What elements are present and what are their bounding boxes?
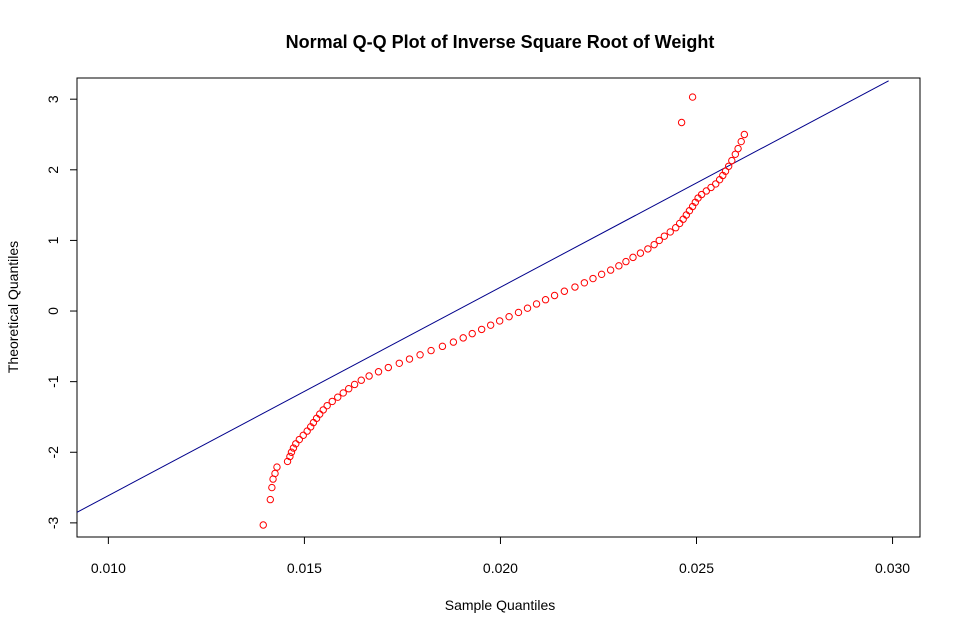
data-point [286, 452, 294, 461]
data-point [606, 266, 615, 274]
points-layer [259, 93, 749, 529]
data-point [532, 300, 541, 308]
data-point [316, 410, 324, 418]
y-tick-label: 2 [45, 166, 61, 174]
data-point [495, 317, 504, 325]
data-point [660, 232, 669, 240]
data-point [682, 211, 691, 219]
data-point [438, 342, 447, 351]
data-point [459, 334, 467, 342]
y-tick-label: -2 [45, 446, 61, 459]
data-point [427, 346, 435, 355]
data-point [405, 355, 414, 363]
data-point [319, 406, 327, 414]
data-point [550, 291, 559, 300]
data-point [273, 463, 281, 471]
data-point [737, 137, 745, 146]
x-axis-label: Sample Quantiles [445, 597, 556, 613]
data-point [672, 224, 680, 232]
data-point [688, 93, 697, 101]
data-point [644, 245, 652, 253]
data-point [295, 435, 304, 444]
reference-line [77, 80, 889, 513]
data-point [323, 401, 331, 410]
data-point [374, 368, 383, 376]
data-point [328, 397, 336, 406]
data-point [571, 283, 579, 291]
data-point [589, 274, 597, 283]
data-point [416, 351, 424, 359]
data-point [505, 312, 513, 321]
data-point [259, 521, 267, 529]
data-point [655, 236, 663, 245]
x-tick-label: 0.015 [287, 560, 322, 576]
x-tick-label: 0.020 [483, 560, 518, 576]
data-point [449, 338, 458, 346]
data-point [477, 325, 486, 334]
x-tick-label: 0.030 [875, 560, 910, 576]
data-point [334, 393, 342, 401]
data-point [636, 249, 645, 257]
data-point [287, 448, 296, 456]
y-axis-label: Theoretical Quantiles [5, 241, 21, 373]
data-point [271, 469, 279, 478]
data-point [697, 190, 706, 199]
data-point [523, 304, 532, 312]
data-point [712, 180, 720, 188]
data-point [365, 372, 373, 380]
y-tick-label: -1 [45, 375, 61, 388]
data-point [650, 240, 658, 249]
x-axis: 0.010 0.015 0.020 0.025 0.030 [91, 536, 910, 576]
data-point [666, 228, 674, 236]
data-point [615, 262, 623, 270]
y-tick-label: 3 [45, 95, 61, 103]
data-point [514, 308, 523, 317]
data-point [677, 118, 686, 127]
data-point [541, 296, 550, 304]
data-point [339, 389, 347, 397]
data-point [685, 207, 694, 215]
x-tick-label: 0.025 [679, 560, 714, 576]
data-point [350, 380, 359, 389]
x-tick-label: 0.010 [91, 560, 126, 576]
data-point [675, 219, 684, 228]
data-point [597, 270, 606, 279]
data-point [384, 363, 393, 372]
data-point [724, 162, 733, 170]
y-tick-label: 1 [45, 236, 61, 244]
data-point [266, 495, 275, 504]
data-point [357, 376, 365, 384]
y-tick-label: -3 [45, 516, 61, 529]
data-point [312, 414, 321, 423]
data-point [299, 431, 307, 440]
data-point [345, 385, 353, 393]
data-point [740, 130, 749, 139]
data-point [486, 321, 495, 329]
data-point [560, 287, 569, 295]
data-point [728, 156, 736, 165]
data-point [468, 329, 476, 338]
data-point [707, 183, 715, 192]
data-point [629, 253, 637, 262]
plot-frame [76, 77, 921, 538]
data-point [702, 187, 711, 195]
data-point [268, 483, 276, 492]
data-point [679, 215, 687, 223]
chart-title: Normal Q-Q Plot of Inverse Square Root o… [286, 32, 715, 52]
data-point [734, 144, 742, 153]
data-point [580, 279, 589, 287]
data-point [622, 257, 630, 266]
y-axis: -3 -2 -1 0 1 2 3 [45, 95, 78, 529]
data-point [715, 175, 724, 184]
data-point [395, 359, 404, 367]
data-point [303, 427, 311, 435]
reference-line-layer [77, 80, 889, 513]
data-point [289, 444, 298, 452]
y-tick-label: 0 [45, 307, 61, 315]
